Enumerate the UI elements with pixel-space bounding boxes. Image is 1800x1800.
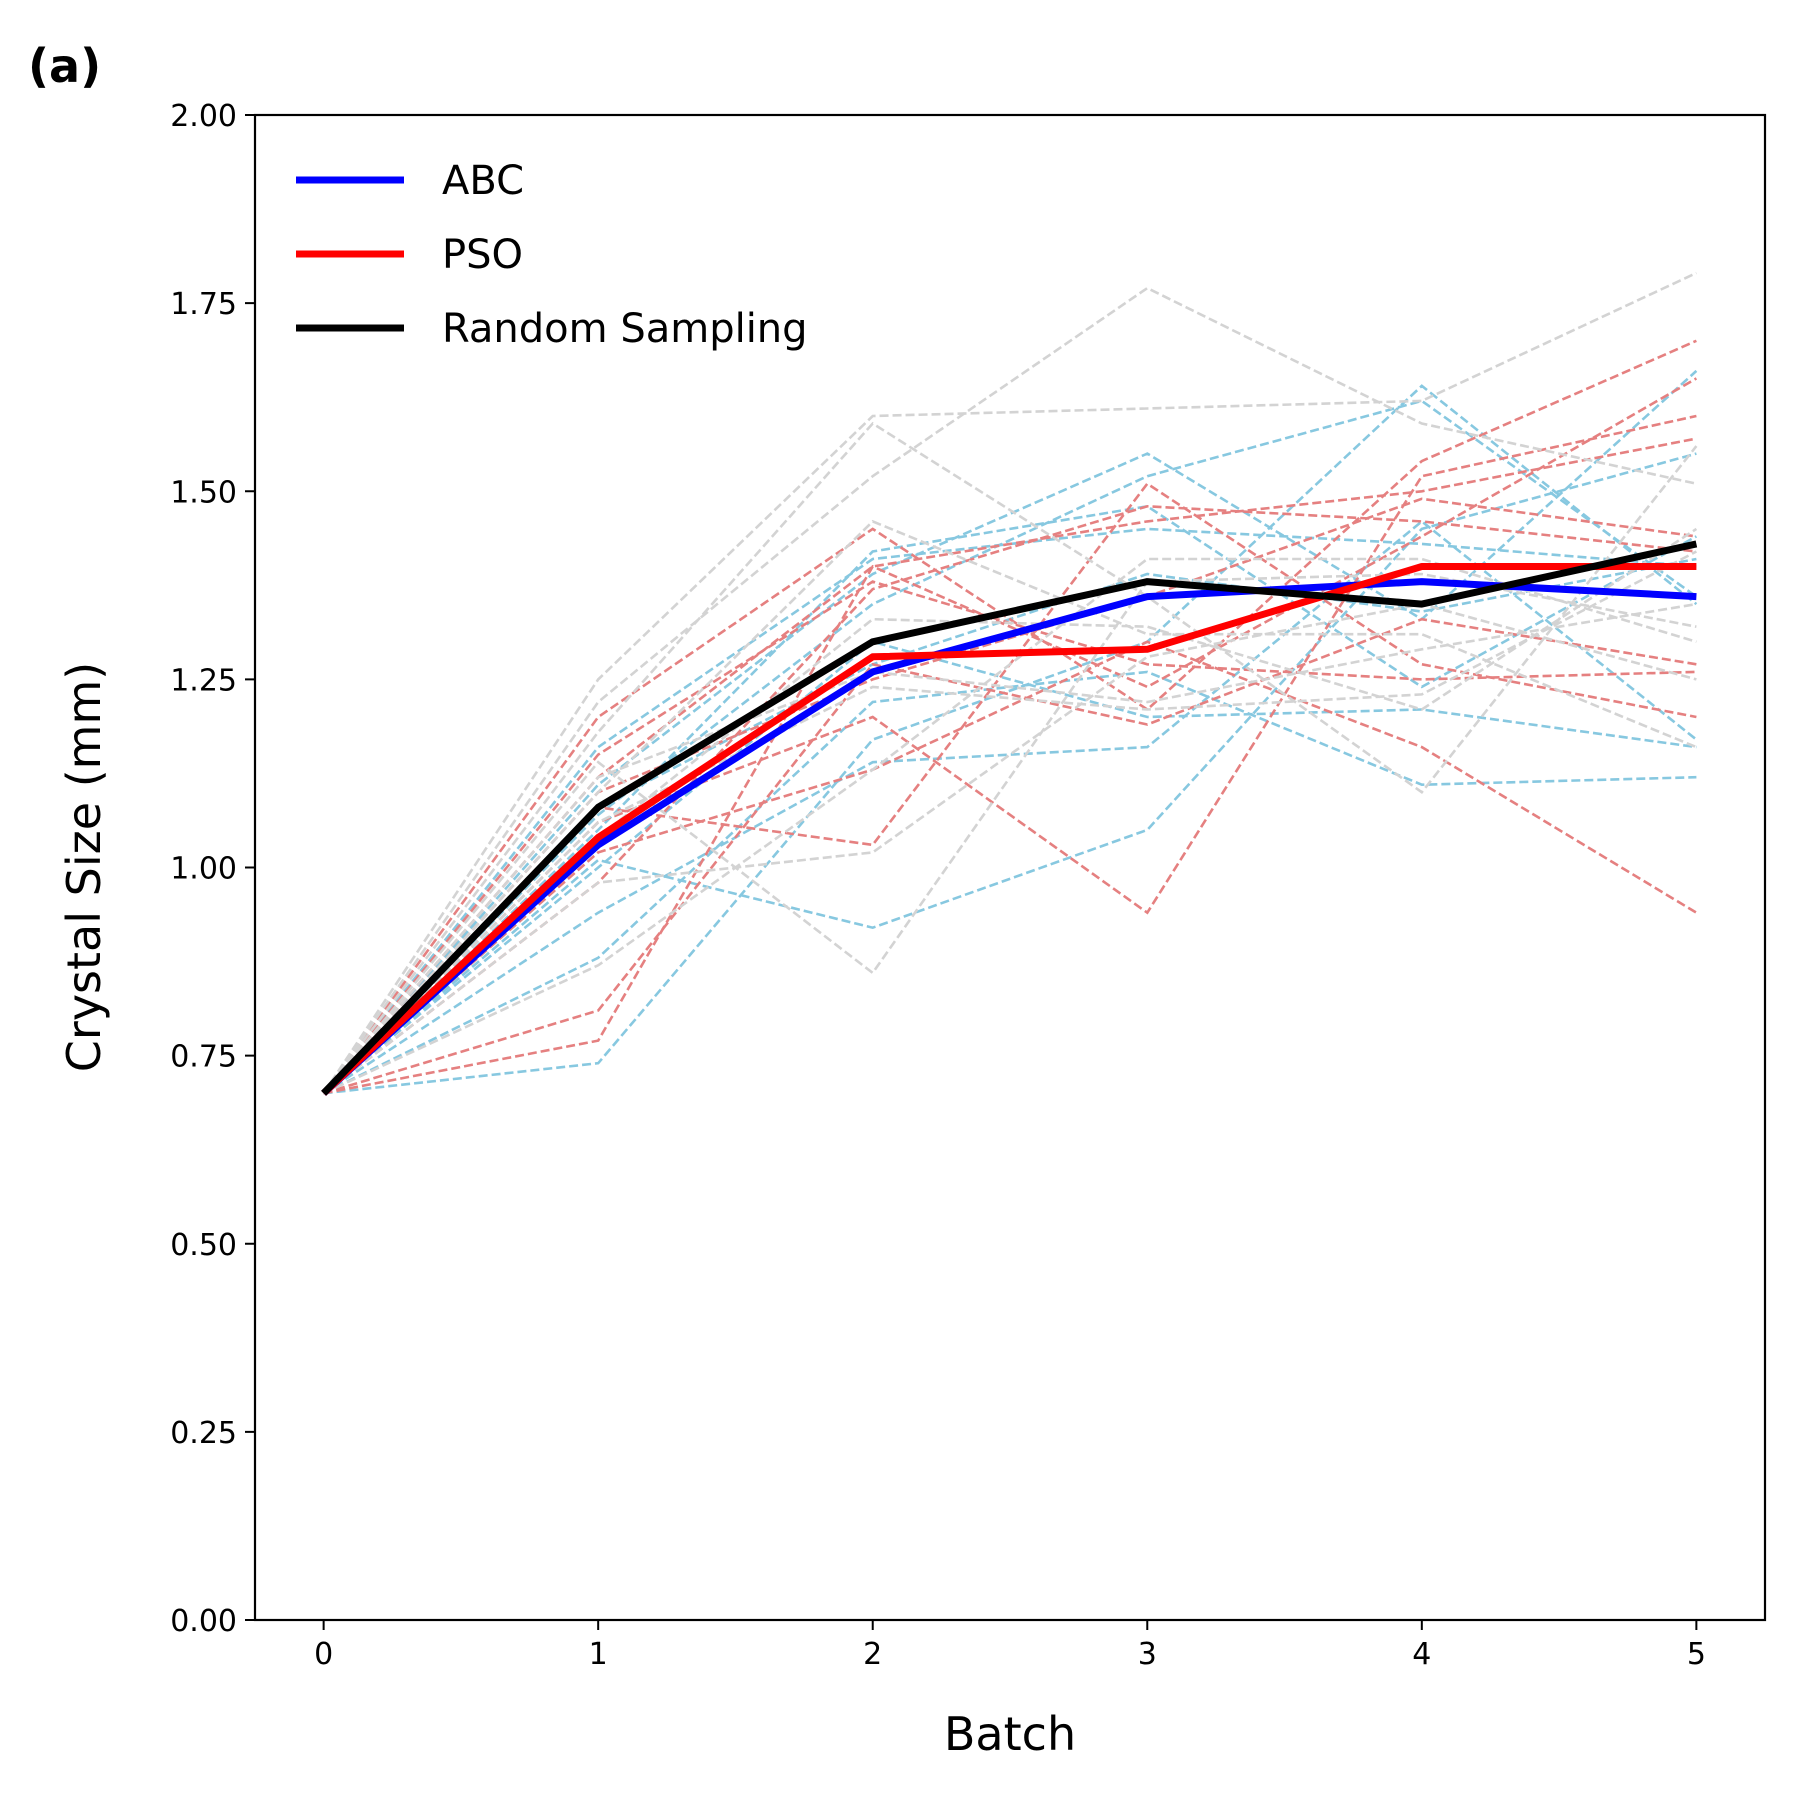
run-line-random-sampling-21 xyxy=(322,286,1697,1095)
y-tick-label: 0.25 xyxy=(170,1416,237,1451)
run-line-pso-18 xyxy=(323,377,1698,1095)
run-line-random-sampling-25 xyxy=(322,550,1698,1095)
y-tick-label: 1.75 xyxy=(170,287,237,322)
y-tick-label: 1.50 xyxy=(170,475,237,510)
y-tick-label: 1.25 xyxy=(170,663,237,698)
x-tick-label: 3 xyxy=(1138,1637,1157,1672)
run-line-abc-9 xyxy=(322,640,1697,1095)
panel-label: (a) xyxy=(28,39,101,93)
y-tick-label: 0.75 xyxy=(170,1040,237,1075)
series-lines xyxy=(321,540,1698,1096)
run-line-pso-10 xyxy=(322,339,1697,1095)
run-line-abc-3 xyxy=(322,452,1697,1095)
y-tick-label: 0.50 xyxy=(170,1228,237,1263)
run-line-pso-14 xyxy=(322,414,1697,1095)
run-line-pso-15 xyxy=(322,640,1698,1095)
run-line-random-sampling-26 xyxy=(322,602,1697,1095)
series-line-random-sampling xyxy=(321,540,1698,1096)
run-line-abc-8 xyxy=(322,504,1698,1095)
run-line-abc-2 xyxy=(322,399,1698,1095)
run-line-random-sampling-22 xyxy=(322,421,1698,1095)
run-line-random-sampling-27 xyxy=(323,557,1697,1095)
x-tick-label: 2 xyxy=(863,1637,882,1672)
run-line-random-sampling-20 xyxy=(322,271,1697,1095)
series-line-abc xyxy=(321,578,1697,1096)
legend: ABC PSO Random Sampling xyxy=(296,158,808,352)
run-line-abc-4 xyxy=(322,519,1698,1095)
run-line-pso-12 xyxy=(322,437,1697,1095)
run-line-random-sampling-24 xyxy=(322,519,1697,1095)
x-tick-label: 1 xyxy=(589,1637,608,1672)
run-line-abc-6 xyxy=(323,384,1698,1095)
y-tick-label: 1.00 xyxy=(170,852,237,887)
individual-runs xyxy=(322,271,1698,1095)
legend-label-abc: ABC xyxy=(442,158,524,204)
y-axis-title: Crystal Size (mm) xyxy=(57,662,111,1072)
x-axis-title: Batch xyxy=(944,1707,1076,1761)
x-tick-label: 4 xyxy=(1412,1637,1431,1672)
axes: 0 1 2 3 4 5 0.00 0.25 0.50 0.75 1.00 1.25 1.50 1.75 2.… xyxy=(170,99,1767,1672)
x-tick-label: 0 xyxy=(314,1637,333,1672)
y-tick-label: 2.00 xyxy=(170,99,237,134)
run-line-random-sampling-28 xyxy=(322,602,1697,1095)
legend-label-random-sampling: Random Sampling xyxy=(442,306,808,352)
series-line-pso xyxy=(321,563,1697,1096)
legend-label-pso: PSO xyxy=(442,232,523,278)
run-line-pso-17 xyxy=(323,617,1697,1095)
run-line-abc-1 xyxy=(322,369,1698,1095)
x-tick-label: 5 xyxy=(1687,1637,1706,1672)
y-tick-label: 0.00 xyxy=(170,1604,237,1639)
